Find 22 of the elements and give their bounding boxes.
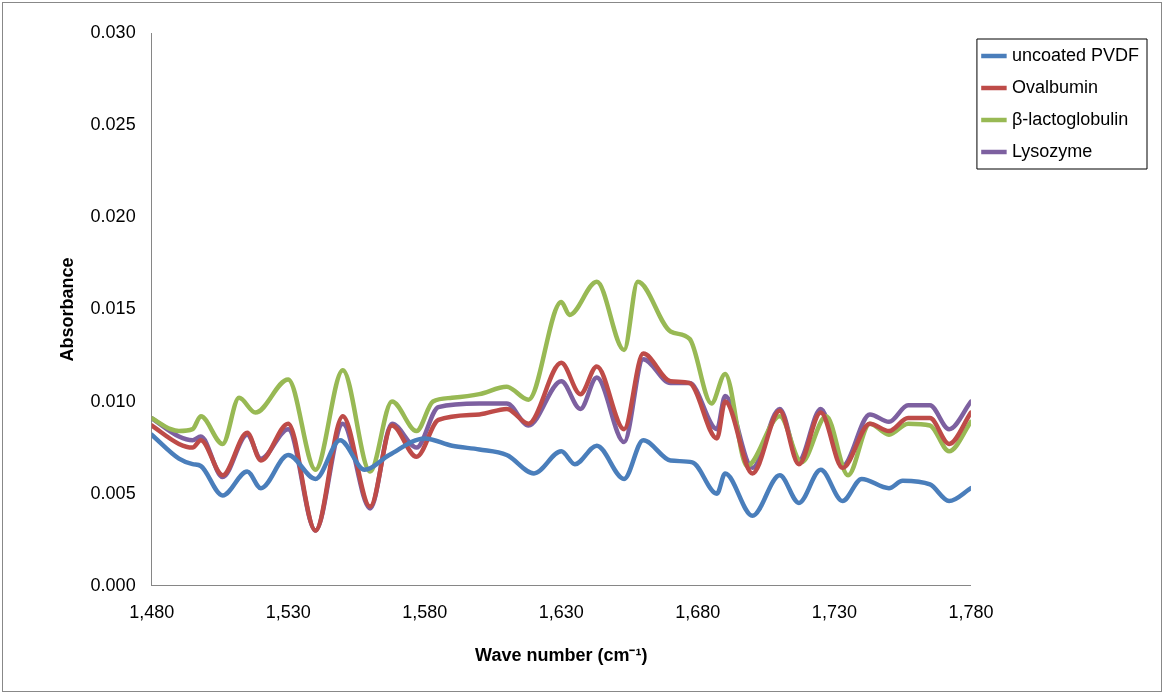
legend-label: Ovalbumin [1011, 76, 1098, 97]
y-tick-label: 0.020 [90, 206, 136, 227]
x-tick-label: 1,680 [675, 601, 721, 622]
y-tick-label: 0.025 [90, 114, 136, 135]
x-tick-label: 1,480 [129, 601, 175, 622]
line-series [151, 432, 971, 519]
y-tick-label: 0.010 [90, 390, 136, 411]
x-tick-label: 1,630 [538, 601, 584, 622]
x-tick-label: 1,580 [402, 601, 448, 622]
y-tick-label: 0.030 [90, 21, 136, 42]
legend-label: uncoated PVDF [1011, 44, 1140, 65]
y-axis-title: Absorbance [56, 257, 77, 362]
x-tick-label: 1,530 [265, 601, 311, 622]
legend-label: Lysozyme [1011, 140, 1093, 161]
y-tick-label: 0.005 [90, 482, 136, 503]
x-tick-label: 1,780 [948, 601, 994, 622]
legend-label: β-lactoglobulin [1011, 108, 1129, 129]
y-tick-label: 0.015 [90, 298, 136, 319]
x-axis-title: Wave number (cm⁻¹) [475, 645, 648, 666]
line-series [151, 279, 971, 478]
y-tick-label: 0.000 [90, 574, 136, 595]
x-tick-label: 1,730 [811, 601, 857, 622]
